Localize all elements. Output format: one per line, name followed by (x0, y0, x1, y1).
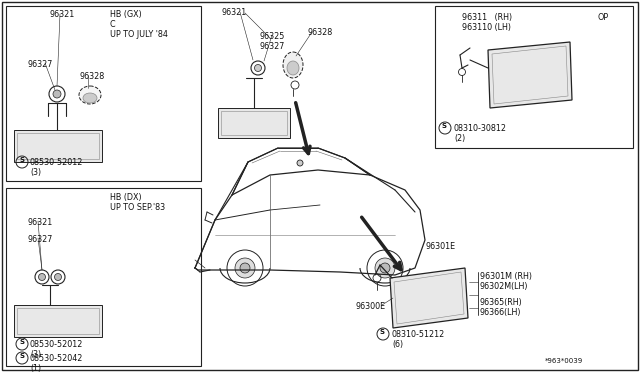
Text: 96325: 96325 (260, 32, 285, 41)
Text: (2): (2) (454, 134, 465, 143)
Bar (435, 6, 633, 148)
Bar (14, 130, 102, 162)
Text: 96311   (RH): 96311 (RH) (462, 13, 512, 22)
Text: 96366(LH): 96366(LH) (480, 308, 522, 317)
Ellipse shape (79, 86, 101, 104)
Text: 96327: 96327 (28, 60, 53, 69)
Ellipse shape (287, 61, 299, 75)
Circle shape (255, 64, 262, 71)
Text: 08530-52042: 08530-52042 (30, 354, 83, 363)
Text: (1): (1) (30, 364, 41, 372)
Text: 08310-51212: 08310-51212 (392, 330, 445, 339)
Ellipse shape (283, 52, 303, 78)
Text: 96321: 96321 (28, 218, 53, 227)
Text: 08530-52012: 08530-52012 (30, 158, 83, 167)
Text: 96321: 96321 (50, 10, 76, 19)
Bar (218, 108, 290, 138)
Text: UP TO JULY '84: UP TO JULY '84 (110, 30, 168, 39)
Circle shape (380, 263, 390, 273)
Text: S: S (379, 329, 384, 335)
Text: 96302M(LH): 96302M(LH) (480, 282, 529, 291)
Text: 96327: 96327 (28, 235, 53, 244)
Text: (3): (3) (30, 168, 41, 177)
Text: S: S (19, 157, 24, 163)
Text: UP TO SEP.'83: UP TO SEP.'83 (110, 203, 165, 212)
Circle shape (38, 273, 45, 280)
Text: S: S (19, 339, 24, 345)
Text: 96327: 96327 (260, 42, 285, 51)
Text: *963*0039: *963*0039 (545, 358, 583, 364)
Ellipse shape (83, 93, 97, 103)
Text: 96328: 96328 (308, 28, 333, 37)
Text: 96301M (RH): 96301M (RH) (480, 272, 532, 281)
Text: 96321: 96321 (222, 8, 247, 17)
Circle shape (297, 160, 303, 166)
Circle shape (235, 258, 255, 278)
Text: HB (DX): HB (DX) (110, 193, 141, 202)
Text: 08310-30812: 08310-30812 (454, 124, 507, 133)
Text: 96301E: 96301E (425, 242, 455, 251)
Text: (6): (6) (392, 340, 403, 349)
Bar (17, 133, 99, 159)
Circle shape (54, 273, 61, 280)
Bar (6, 188, 201, 366)
Text: 963110 (LH): 963110 (LH) (462, 23, 511, 32)
Text: S: S (19, 353, 24, 359)
Bar (6, 6, 201, 181)
Text: C: C (110, 20, 116, 29)
Bar (17, 308, 99, 334)
Text: 08530-52012: 08530-52012 (30, 340, 83, 349)
Circle shape (53, 90, 61, 98)
Circle shape (240, 263, 250, 273)
Text: HB (GX): HB (GX) (110, 10, 141, 19)
Text: S: S (441, 123, 446, 129)
Text: 96328: 96328 (80, 72, 105, 81)
Polygon shape (390, 268, 468, 328)
Text: (3): (3) (30, 350, 41, 359)
Text: 96365(RH): 96365(RH) (480, 298, 523, 307)
Polygon shape (488, 42, 572, 108)
Circle shape (375, 258, 395, 278)
Text: 96300E: 96300E (356, 302, 386, 311)
Bar (221, 111, 287, 135)
Text: OP: OP (598, 13, 609, 22)
Bar (14, 305, 102, 337)
